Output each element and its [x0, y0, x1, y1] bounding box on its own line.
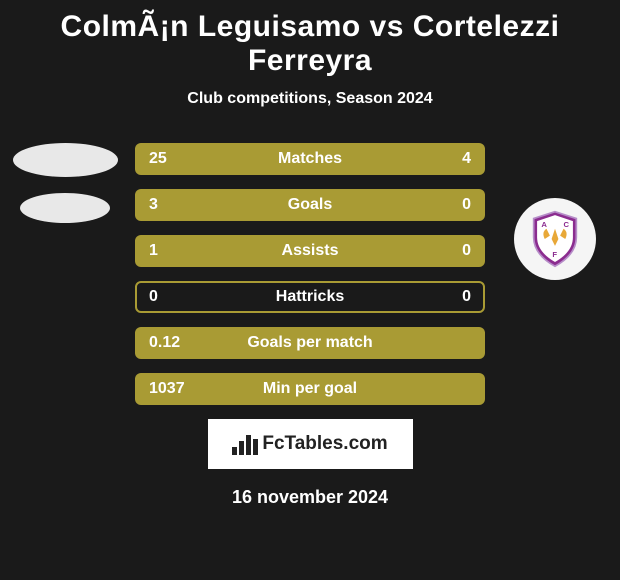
player2-avatar: A C F — [495, 143, 615, 280]
stats-column: 254Matches 30Goals 10Assists 00Hattricks 0.1… — [125, 143, 495, 405]
date-label: 16 november 2024 — [0, 487, 620, 508]
player1-avatar — [5, 143, 125, 223]
stat-row: 1037Min per goal — [135, 373, 485, 405]
svg-text:A: A — [541, 220, 547, 229]
stat-label: Hattricks — [276, 288, 344, 306]
watermark-bar — [246, 435, 251, 455]
comparison-infographic: ColmÃ¡n Leguisamo vs Cortelezzi Ferreyra… — [0, 0, 620, 518]
main-content: 254Matches 30Goals 10Assists 00Hattricks 0.1… — [0, 143, 620, 405]
stat-label: Min per goal — [263, 380, 357, 398]
page-title: ColmÃ¡n Leguisamo vs Cortelezzi Ferreyra — [0, 10, 620, 78]
stat-label: Goals per match — [247, 334, 372, 352]
placeholder-oval — [13, 143, 118, 177]
stat-row: 30Goals — [135, 189, 485, 221]
svg-text:C: C — [564, 220, 570, 229]
watermark-bar — [232, 447, 237, 455]
watermark-bar — [253, 439, 258, 455]
watermark-bar — [239, 441, 244, 455]
stat-label: Matches — [278, 150, 342, 168]
placeholder-oval — [20, 193, 110, 223]
team-logo-circle: A C F — [514, 198, 596, 280]
stat-label: Goals — [288, 196, 332, 214]
subtitle: Club competitions, Season 2024 — [0, 90, 620, 108]
shield-icon: A C F — [529, 210, 581, 268]
watermark: FcTables.com — [208, 419, 413, 469]
watermark-text: FcTables.com — [262, 433, 387, 455]
svg-text:F: F — [552, 250, 557, 259]
stat-row: 00Hattricks — [135, 281, 485, 313]
stat-row: 0.12Goals per match — [135, 327, 485, 359]
stat-row: 254Matches — [135, 143, 485, 175]
stat-label: Assists — [282, 242, 339, 260]
watermark-bars-icon — [232, 433, 258, 455]
stat-row: 10Assists — [135, 235, 485, 267]
